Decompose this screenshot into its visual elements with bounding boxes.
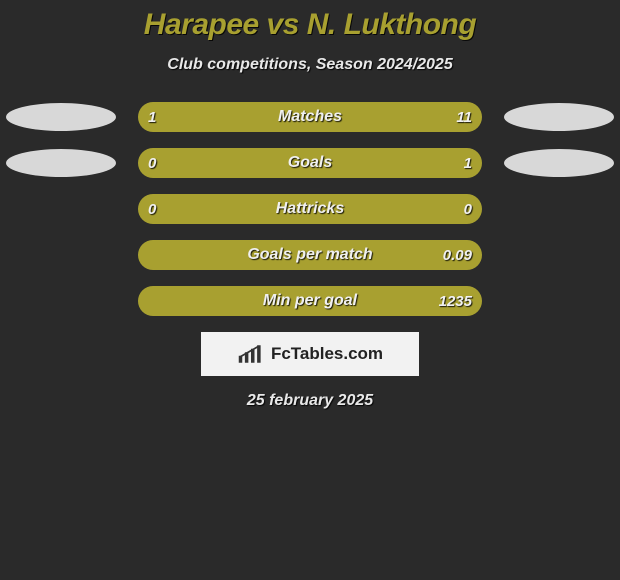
stat-value-left: 1 (148, 102, 156, 132)
source-logo[interactable]: FcTables.com (201, 332, 419, 376)
bar-segment-right (200, 102, 482, 132)
source-logo-text: FcTables.com (271, 344, 383, 364)
subtitle: Club competitions, Season 2024/2025 (0, 56, 620, 74)
stat-bar: 111Matches (138, 102, 482, 132)
stat-value-left: 0 (148, 148, 156, 178)
stat-row: 1235Min per goal (0, 286, 620, 316)
stat-bar: 00Hattricks (138, 194, 482, 224)
bar-segment-left (138, 194, 482, 224)
stat-value-right: 0.09 (443, 240, 472, 270)
stat-value-right: 1235 (439, 286, 472, 316)
team-badge-left (6, 103, 116, 131)
stat-row: 01Goals (0, 148, 620, 178)
team-badge-left (6, 149, 116, 177)
stat-value-right: 1 (464, 148, 472, 178)
page-title: Harapee vs N. Lukthong (0, 8, 620, 42)
bar-segment-right (138, 148, 482, 178)
comparison-card: Harapee vs N. Lukthong Club competitions… (0, 0, 620, 580)
team-badge-right (504, 103, 614, 131)
stat-row: 111Matches (0, 102, 620, 132)
stat-value-left: 0 (148, 194, 156, 224)
chart-icon (237, 343, 265, 365)
team-badge-right (504, 149, 614, 177)
bar-segment-right (138, 240, 482, 270)
stat-bar: 01Goals (138, 148, 482, 178)
bar-segment-right (138, 286, 482, 316)
date-text: 25 february 2025 (0, 392, 620, 410)
stats-rows-container: 111Matches01Goals00Hattricks0.09Goals pe… (0, 102, 620, 316)
stat-row: 00Hattricks (0, 194, 620, 224)
stat-value-right: 0 (464, 194, 472, 224)
stat-bar: 0.09Goals per match (138, 240, 482, 270)
stat-row: 0.09Goals per match (0, 240, 620, 270)
stat-value-right: 11 (456, 102, 472, 132)
stat-bar: 1235Min per goal (138, 286, 482, 316)
